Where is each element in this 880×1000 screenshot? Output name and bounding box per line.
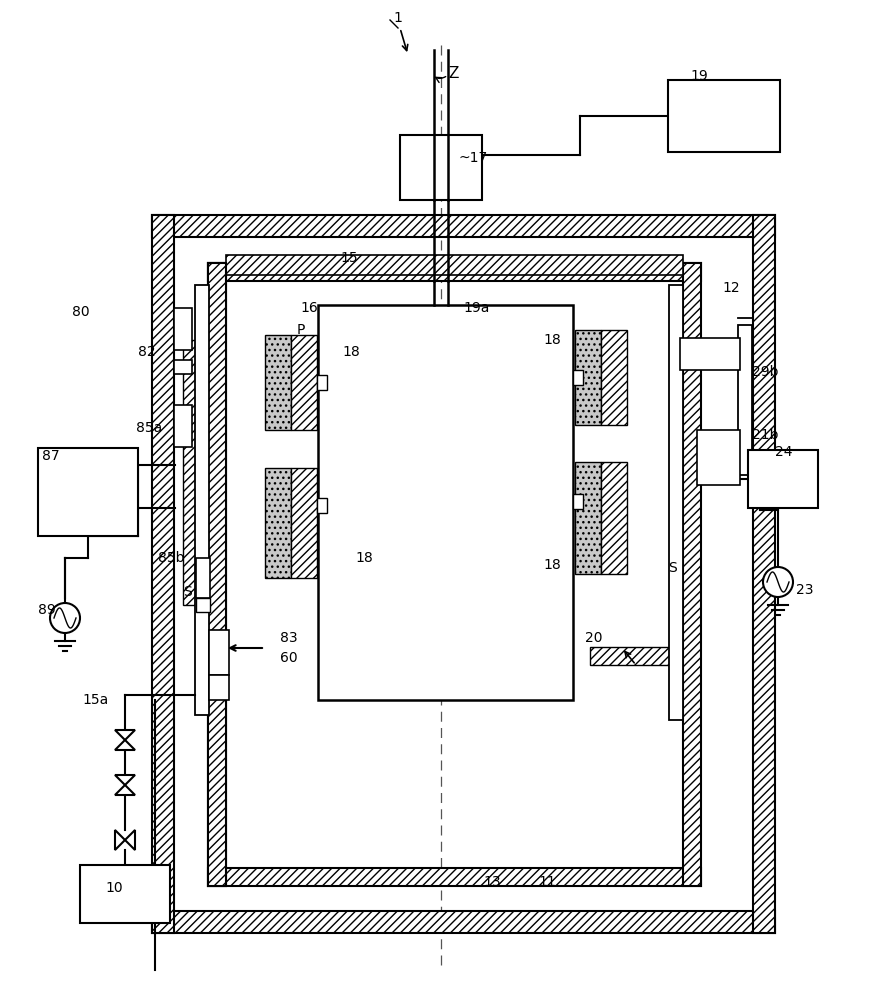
- Bar: [680, 338, 740, 370]
- Text: 18: 18: [543, 558, 561, 572]
- Text: 19a: 19a: [463, 301, 489, 315]
- Bar: [226, 255, 683, 275]
- Bar: [400, 135, 482, 200]
- Circle shape: [50, 603, 80, 633]
- Text: 1: 1: [393, 11, 402, 25]
- Bar: [753, 215, 775, 933]
- Bar: [174, 308, 192, 350]
- Bar: [738, 325, 752, 475]
- Text: ~17: ~17: [458, 151, 488, 165]
- Text: 11: 11: [538, 875, 556, 889]
- Bar: [265, 468, 291, 578]
- Bar: [748, 450, 818, 508]
- Bar: [683, 263, 701, 886]
- Bar: [601, 330, 627, 425]
- Bar: [226, 281, 683, 868]
- Bar: [697, 430, 740, 485]
- Bar: [174, 237, 753, 911]
- Bar: [38, 448, 138, 536]
- Polygon shape: [115, 730, 135, 740]
- Bar: [669, 285, 683, 720]
- Text: 12: 12: [722, 281, 739, 295]
- Text: 18: 18: [543, 333, 561, 347]
- Bar: [590, 647, 672, 665]
- Bar: [265, 335, 291, 430]
- Bar: [208, 263, 701, 281]
- Bar: [174, 405, 192, 447]
- Text: 21b: 21b: [752, 428, 779, 442]
- Text: P: P: [297, 323, 305, 337]
- Text: 85a: 85a: [136, 421, 162, 435]
- Text: 29b: 29b: [752, 365, 779, 379]
- Text: 20: 20: [585, 631, 603, 645]
- Polygon shape: [125, 830, 135, 850]
- Bar: [196, 598, 210, 612]
- Bar: [318, 305, 573, 700]
- Bar: [291, 335, 317, 430]
- Bar: [196, 558, 210, 598]
- Text: 19: 19: [690, 69, 708, 83]
- Text: 83: 83: [280, 631, 297, 645]
- Text: 18: 18: [355, 551, 373, 565]
- Text: 15a: 15a: [82, 693, 108, 707]
- Polygon shape: [115, 740, 135, 750]
- Bar: [183, 340, 197, 605]
- Text: 89: 89: [38, 603, 55, 617]
- Text: 85b: 85b: [158, 551, 185, 565]
- Bar: [573, 370, 583, 385]
- Bar: [668, 80, 780, 152]
- Text: 18: 18: [342, 345, 360, 359]
- Text: Z: Z: [448, 66, 458, 81]
- Bar: [195, 285, 209, 715]
- Bar: [80, 865, 170, 923]
- Bar: [208, 868, 701, 886]
- Polygon shape: [115, 830, 125, 850]
- Text: 24: 24: [775, 445, 793, 459]
- Polygon shape: [115, 775, 135, 785]
- Bar: [174, 360, 192, 374]
- Bar: [317, 375, 327, 390]
- Bar: [575, 330, 601, 425]
- Bar: [209, 630, 229, 675]
- Text: 10: 10: [105, 881, 122, 895]
- Text: S: S: [668, 561, 677, 575]
- Text: 87: 87: [42, 449, 60, 463]
- Bar: [291, 468, 317, 578]
- Bar: [152, 215, 174, 933]
- Bar: [575, 462, 601, 574]
- Circle shape: [763, 567, 793, 597]
- Bar: [601, 462, 627, 574]
- Text: 15: 15: [340, 251, 357, 265]
- Text: 82: 82: [138, 345, 156, 359]
- Text: 80: 80: [72, 305, 90, 319]
- Bar: [317, 498, 327, 513]
- Text: 16: 16: [300, 301, 318, 315]
- Bar: [152, 911, 775, 933]
- Bar: [208, 263, 226, 886]
- Text: S: S: [183, 585, 192, 599]
- Bar: [152, 215, 775, 237]
- Bar: [209, 675, 229, 700]
- Text: 60: 60: [280, 651, 297, 665]
- Text: 13: 13: [483, 875, 501, 889]
- Bar: [573, 494, 583, 509]
- Bar: [208, 263, 226, 886]
- Polygon shape: [115, 785, 135, 795]
- Text: 23: 23: [796, 583, 813, 597]
